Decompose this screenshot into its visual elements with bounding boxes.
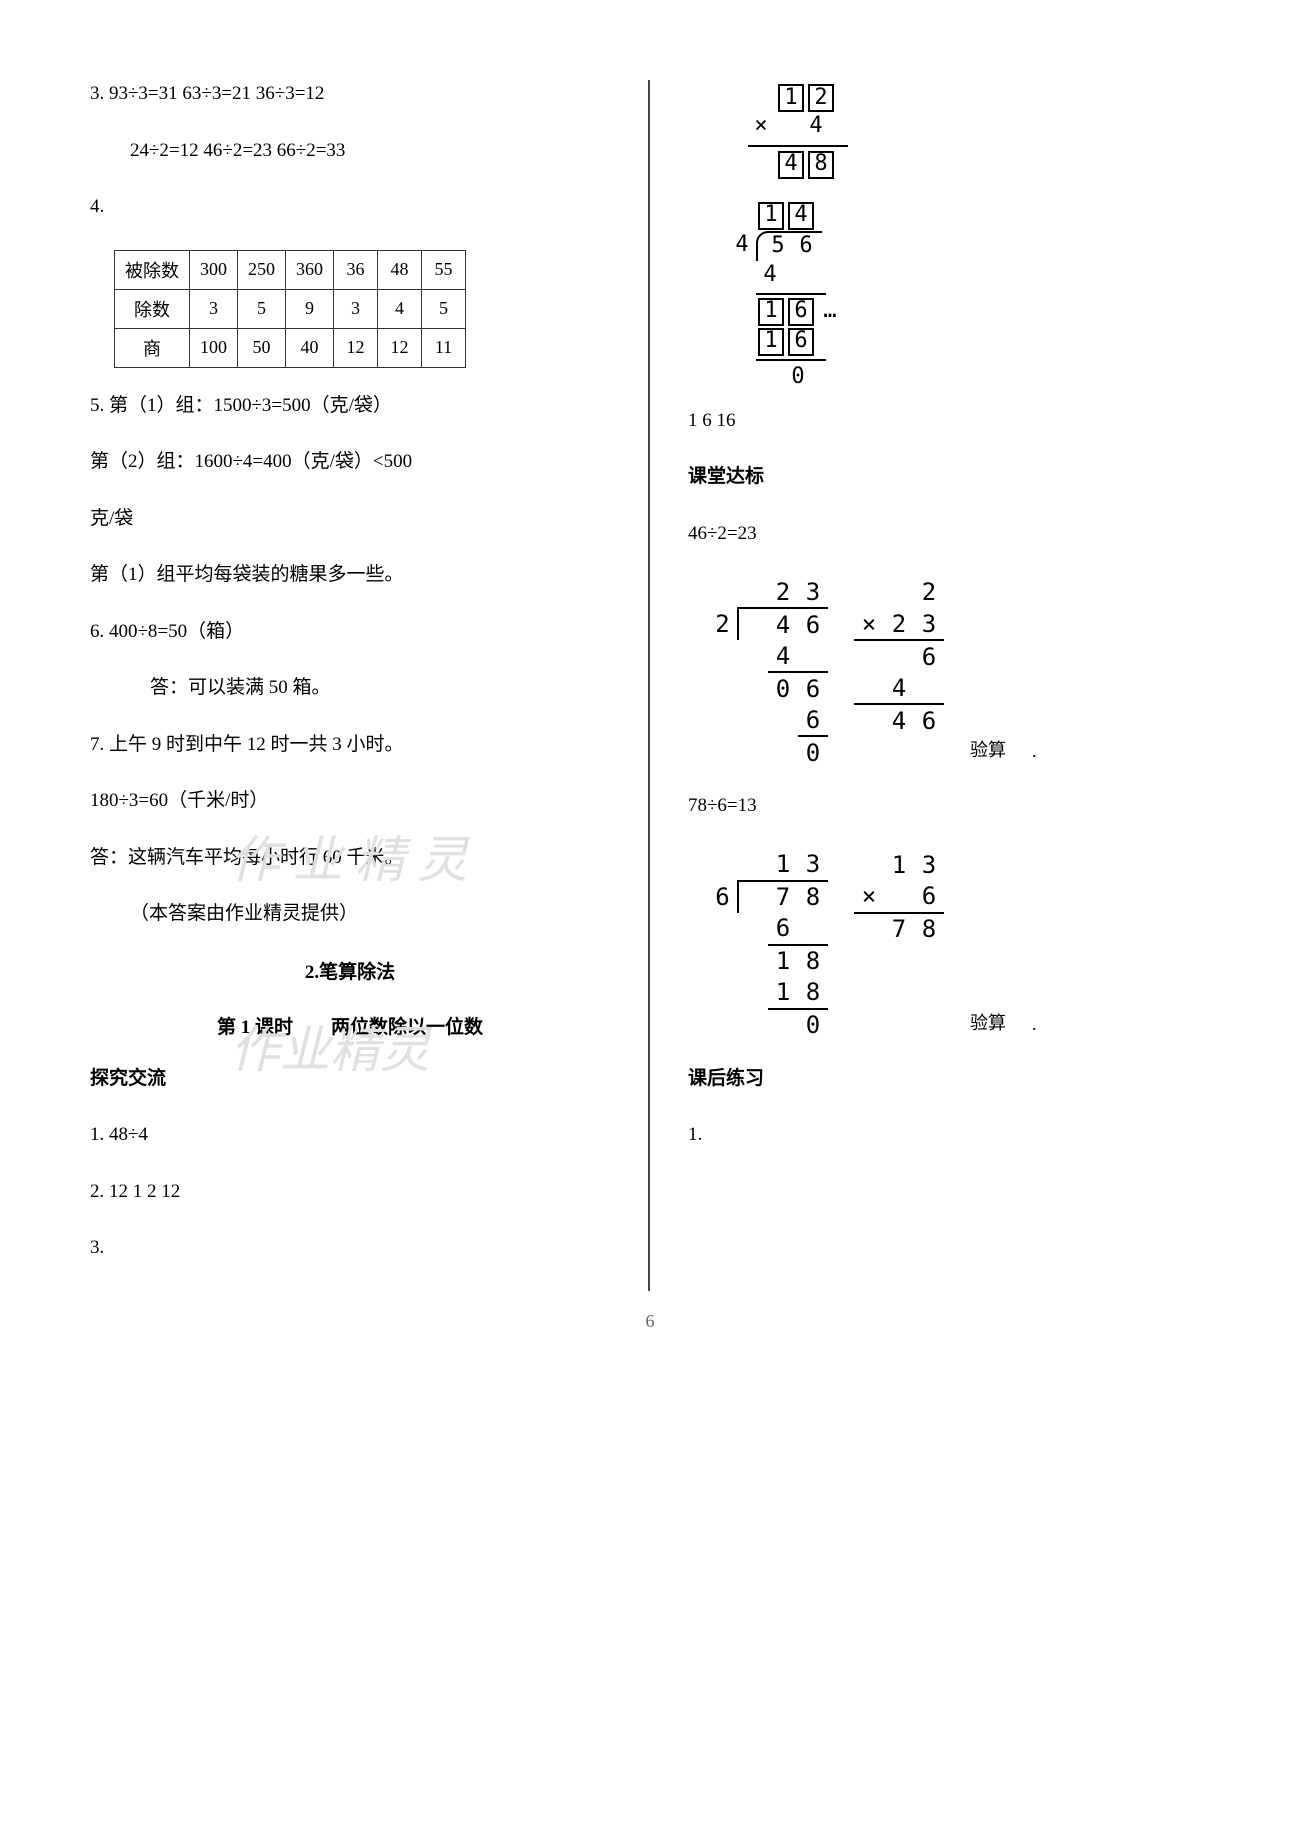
problem2-work: 13 678 6 18 18 0 13 ×6 78 验算	[708, 849, 1158, 1041]
class-standard-heading: 课堂达标	[688, 463, 1158, 492]
q5-line1: 5. 第（1）组：1500÷3=500（克/袋）	[90, 392, 610, 421]
table-cell: 11	[422, 328, 466, 367]
q7-line1: 7. 上午 9 时到中午 12 时一共 3 小时。	[90, 731, 610, 760]
table-cell: 12	[334, 328, 378, 367]
table-cell: 360	[286, 250, 334, 289]
q3-line1: 3. 93÷3=31 63÷3=21 36÷3=12	[90, 80, 610, 109]
digit: 0	[784, 363, 812, 392]
box-digit: 1	[778, 84, 804, 112]
right-column: 1 2 × 4 4 8 1	[688, 80, 1158, 1291]
problem2-eq: 78÷6=13	[688, 792, 1158, 821]
box-digit: 1	[758, 328, 784, 356]
table-cell: 3	[334, 289, 378, 328]
explore-3: 3.	[90, 1234, 610, 1263]
q7-answer: 答：这辆汽车平均每小时行 60 千米。	[90, 844, 610, 873]
section-title: 2.笔算除法	[90, 957, 610, 984]
table-cell: 50	[238, 328, 286, 367]
long-division-78-6: 13 678 6 18 18 0	[708, 849, 828, 1041]
digit: 6	[792, 232, 820, 261]
table-cell: 12	[378, 328, 422, 367]
table-cell: 55	[422, 250, 466, 289]
digit: 5	[764, 232, 792, 261]
box-digit: 1	[758, 298, 784, 326]
answer-row: 1 6 16	[688, 407, 1158, 436]
box-digit: 6	[788, 328, 814, 356]
table-cell: 5	[422, 289, 466, 328]
problem1-eq: 46÷2=23	[688, 520, 1158, 549]
divisor: 4	[728, 231, 756, 260]
table-cell: 40	[286, 328, 334, 367]
table-cell: 被除数	[115, 250, 190, 289]
check-label: 验算	[970, 1009, 1006, 1035]
table-cell: 9	[286, 289, 334, 328]
q7-line2: 180÷3=60（千米/时）	[90, 787, 610, 816]
homework-1: 1.	[688, 1121, 1158, 1150]
period: .	[1032, 741, 1037, 762]
problem1-work: 23 246 4 06 6 0 2 ×23 6 4 46	[708, 576, 1158, 768]
check-multiplication-46: 2 ×23 6 4 46	[854, 576, 944, 736]
q5-line3: 克/袋	[90, 505, 610, 534]
digit: 4	[756, 261, 784, 290]
box-digit: 1	[758, 202, 784, 230]
table-cell: 5	[238, 289, 286, 328]
box-digit: 8	[808, 151, 834, 179]
explore-heading: 探究交流	[90, 1065, 610, 1094]
column-divider	[648, 80, 650, 1291]
digit: 4	[802, 112, 830, 141]
explore-2: 2. 12 1 2 12	[90, 1178, 610, 1207]
ellipsis: …	[816, 297, 844, 326]
check-multiplication-78: 13 ×6 78	[854, 849, 944, 945]
table-cell: 300	[190, 250, 238, 289]
vertical-multiplication: 1 2 × 4 4 8	[748, 84, 1158, 179]
q6-answer: 答：可以装满 50 箱。	[90, 674, 610, 703]
table-cell: 100	[190, 328, 238, 367]
box-digit: 2	[808, 84, 834, 112]
q4-label: 4.	[90, 193, 610, 222]
table-cell: 3	[190, 289, 238, 328]
vertical-division-56-4: 1 4 4 5 6 4 1	[728, 201, 1158, 393]
table-cell: 250	[238, 250, 286, 289]
table-cell: 4	[378, 289, 422, 328]
page-number: 6	[90, 1311, 1210, 1332]
long-division-46-2: 23 246 4 06 6 0	[708, 576, 828, 768]
homework-heading: 课后练习	[688, 1065, 1158, 1094]
table-cell: 36	[334, 250, 378, 289]
left-column: 3. 93÷3=31 63÷3=21 36÷3=12 24÷2=12 46÷2=…	[90, 80, 610, 1291]
q5-line4: 第（1）组平均每袋装的糖果多一些。	[90, 561, 610, 590]
check-label: 验算	[970, 736, 1006, 762]
explore-1: 1. 48÷4	[90, 1121, 610, 1150]
q5-line2: 第（2）组：1600÷4=400（克/袋）<500	[90, 448, 610, 477]
q6-line1: 6. 400÷8=50（箱）	[90, 618, 610, 647]
box-digit: 4	[788, 202, 814, 230]
table-cell: 商	[115, 328, 190, 367]
q3-line2: 24÷2=12 46÷2=23 66÷2=33	[90, 137, 610, 166]
table-cell: 除数	[115, 289, 190, 328]
times-sign: ×	[748, 112, 774, 141]
table-cell: 48	[378, 250, 422, 289]
period: .	[1032, 1014, 1037, 1035]
credit-note: （本答案由作业精灵提供）	[90, 900, 610, 929]
box-digit: 4	[778, 151, 804, 179]
lesson-title: 第 1 课时 两位数除以一位数	[90, 1012, 610, 1039]
box-digit: 6	[788, 298, 814, 326]
division-table: 被除数 300 250 360 36 48 55 除数 3 5 9 3 4 5	[114, 250, 466, 368]
